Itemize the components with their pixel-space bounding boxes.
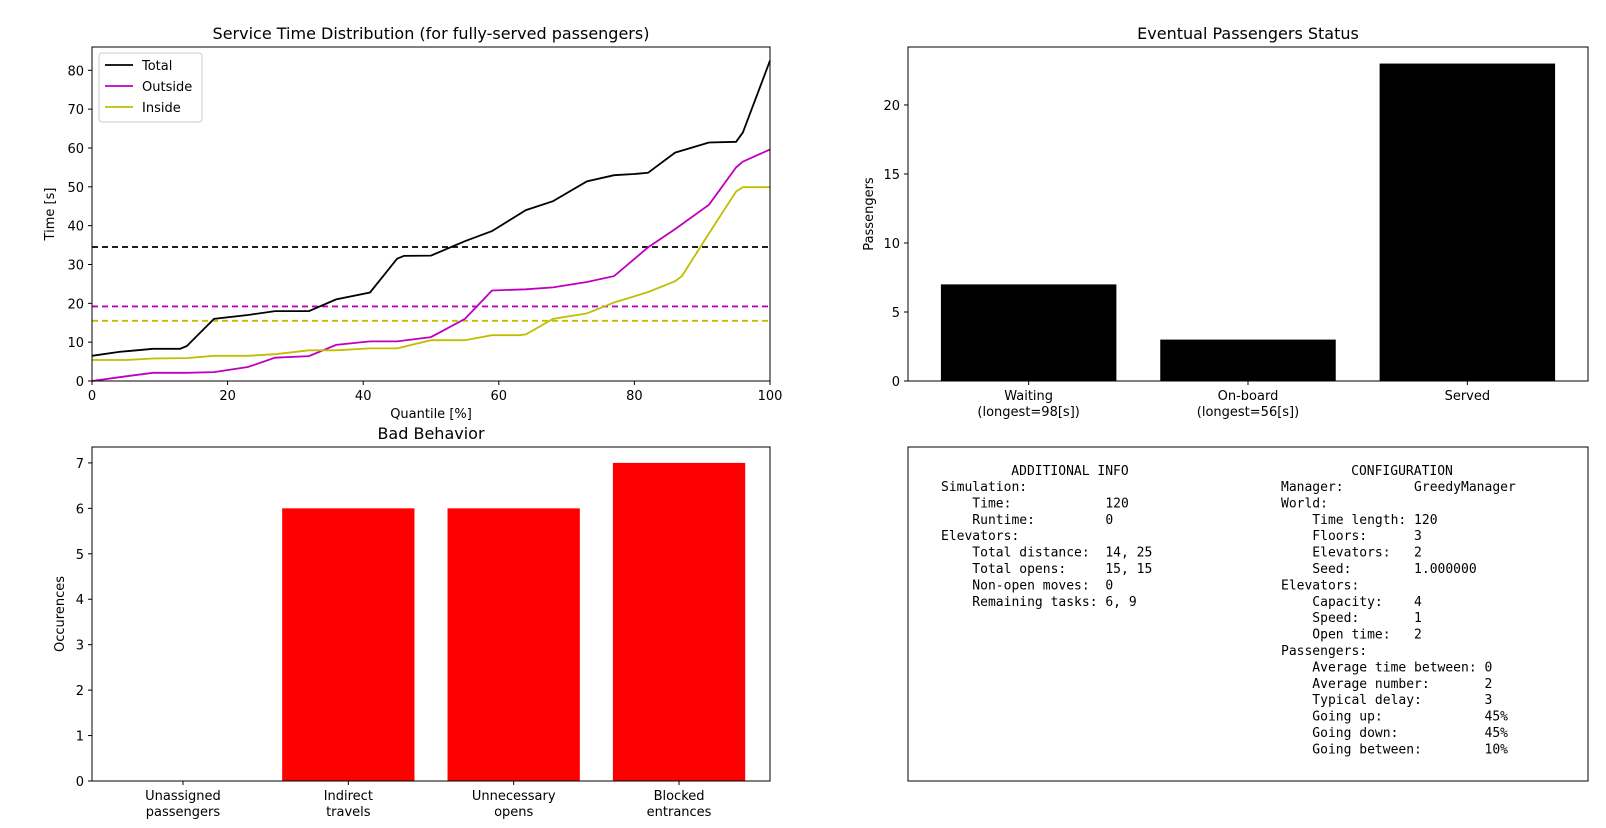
y-tick-label: 4 [76,593,84,608]
bad-behavior-bar [447,508,580,781]
legend-entry: Total [141,59,172,74]
series-line-total [91,60,771,357]
y-tick-label: 0 [76,375,84,390]
x-tick-label: Unnecessary [472,789,556,804]
configuration-line: Open time: 2 [1281,628,1422,643]
y-tick-label: 70 [67,103,84,118]
additional-info-line: Elevators: [941,529,1019,544]
configuration-line: Time length: 120 [1281,513,1438,528]
bad-behavior-frame [91,446,771,782]
configuration-line: Seed: 1.000000 [1281,562,1477,577]
y-tick-label: 40 [67,220,84,235]
configuration-line: Elevators: 2 [1281,546,1422,561]
passengers-status-chart: Waiting(longest=98[s]) On-board(longest=5… [862,24,1556,420]
legend-entry: Outside [142,80,192,95]
passengers-status-frame [907,46,1589,382]
configuration-line: World: [1281,496,1328,511]
x-tick-label: (longest=56[s]) [1197,405,1299,420]
additional-info-line: Simulation: [941,480,1027,495]
x-tick-label: travels [326,805,371,820]
y-tick-label: 0 [892,375,900,390]
bad-behavior-bar [612,462,746,781]
x-tick-label: 0 [88,389,96,404]
additional-info-line: Non-open moves: 0 [941,578,1113,593]
passengers-status-bar [1379,63,1556,382]
configuration-line: Passengers: [1281,644,1367,659]
configuration-title: CONFIGURATION [1351,464,1453,479]
x-tick-label: On-board [1218,389,1279,404]
x-tick-label: Waiting [1004,389,1053,404]
y-tick-label: 10 [883,237,900,252]
service-time-chart: 0 20 40 60 80 100 0 10 20 30 40 50 60 70 80 Service Tim… [43,24,782,422]
x-tick-label: entrances [647,805,712,820]
passengers-status-bar [940,284,1117,381]
configuration-line: Going up: 45% [1281,710,1508,725]
y-tick-label: 50 [67,181,84,196]
configuration-line: Capacity: 4 [1281,595,1422,610]
y-tick-label: 5 [76,548,84,563]
y-tick-label: 20 [883,99,900,114]
additional-info-title: ADDITIONAL INFO [1011,464,1129,479]
y-tick-label: 20 [67,297,84,312]
chart-title: Bad Behavior [377,424,484,443]
configuration-line: Typical delay: 3 [1281,693,1492,708]
y-tick-label: 0 [76,775,84,790]
configuration-line: Average number: 2 [1281,677,1492,692]
additional-info-line: Total opens: 15, 15 [941,562,1152,577]
x-tick-label: 40 [355,389,372,404]
x-tick-label: passengers [146,805,221,820]
legend: Total Outside Inside [98,52,203,123]
x-tick-label: 80 [626,389,643,404]
additional-info-line: Total distance: 14, 25 [941,546,1152,561]
y-tick-label: 80 [67,64,84,79]
series-line-outside [91,148,771,382]
x-tick-label: Blocked [654,789,705,804]
configuration-line: Floors: 3 [1281,529,1422,544]
y-tick-label: 5 [892,306,900,321]
additional-info-line: Time: 120 [941,496,1129,511]
y-tick-label: 15 [883,168,900,183]
chart-title: Service Time Distribution (for fully-ser… [213,24,650,43]
y-tick-label: 3 [76,639,84,654]
service-time-frame [91,46,771,382]
y-tick-label: 7 [76,457,84,472]
x-tick-label: 100 [758,389,783,404]
y-tick-label: 60 [67,142,84,157]
configuration-line: Manager: GreedyManager [1281,480,1516,495]
x-tick-label: 20 [219,389,236,404]
y-axis-label: Time [s] [43,188,58,242]
y-tick-label: 6 [76,502,84,517]
y-tick-label: 10 [67,336,84,351]
configuration-line: Average time between: 0 [1281,660,1492,675]
legend-entry: Inside [142,101,181,116]
configuration-line: Speed: 1 [1281,611,1422,626]
y-axis-label: Passengers [862,177,877,251]
configuration-line: Going between: 10% [1281,742,1508,757]
series-line-inside [92,186,770,361]
x-tick-label: Unassigned [145,789,221,804]
passengers-status-bar [1160,339,1336,381]
bad-behavior-bar [282,508,415,781]
x-tick-label: 60 [491,389,508,404]
x-tick-label: Served [1445,389,1491,404]
x-tick-label: Indirect [324,789,373,804]
configuration-line: Elevators: [1281,578,1359,593]
configuration-line: Going down: 45% [1281,726,1508,741]
additional-info-line: Remaining tasks: 6, 9 [941,595,1137,610]
info-panel-frame [907,446,1589,782]
additional-info-line: Runtime: 0 [941,513,1113,528]
chart-title: Eventual Passengers Status [1137,24,1359,43]
y-axis-label: Occurences [53,576,68,652]
y-tick-label: 1 [76,730,84,745]
x-tick-label: opens [494,805,533,820]
y-tick-label: 2 [76,684,84,699]
x-tick-label: (longest=98[s]) [977,405,1079,420]
y-tick-label: 30 [67,258,84,273]
legend-box [98,52,203,123]
x-axis-label: Quantile [%] [390,407,472,422]
